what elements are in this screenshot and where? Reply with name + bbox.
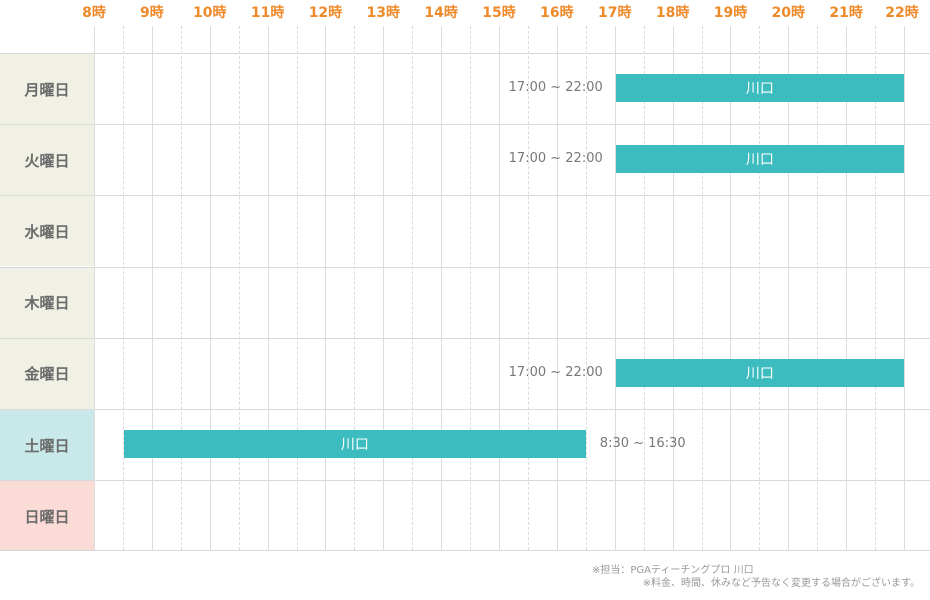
half-hour-gridline [702, 26, 703, 550]
lesson-bar[interactable]: 川口 [615, 74, 905, 102]
hour-gridline [268, 26, 269, 550]
day-row: 水曜日 [0, 195, 930, 267]
hour-gridline [615, 26, 616, 550]
half-hour-gridline [817, 26, 818, 550]
hour-gridline [152, 26, 153, 550]
half-hour-gridline [412, 26, 413, 550]
half-hour-gridline [123, 26, 124, 550]
day-row: 土曜日 [0, 409, 930, 480]
day-row: 木曜日 [0, 266, 930, 338]
day-row: 金曜日 [0, 337, 930, 409]
day-row: 月曜日 [0, 53, 930, 124]
half-hour-gridline [528, 26, 529, 550]
hour-label: 17時 [597, 5, 632, 21]
half-hour-gridline [181, 26, 182, 550]
hour-label: 11時 [250, 5, 285, 21]
hour-gridline [441, 26, 442, 550]
hour-gridline [904, 26, 905, 550]
hour-gridline [383, 26, 384, 550]
footnote: ※担当：PGAティーチングプロ 川口 [592, 565, 754, 576]
hour-label: 10時 [192, 5, 227, 21]
day-label: 火曜日 [0, 125, 94, 196]
hour-gridline [325, 26, 326, 550]
day-label: 木曜日 [0, 267, 94, 338]
hour-label: 16時 [540, 5, 574, 21]
lesson-time: 17:00 ~ 22:00 [508, 80, 603, 95]
lesson-time: 8:30 ~ 16:30 [599, 436, 686, 451]
hour-gridline [730, 26, 731, 550]
hour-label: 12時 [308, 5, 343, 21]
day-row: 日曜日 [0, 480, 930, 552]
day-label: 土曜日 [0, 410, 94, 480]
hour-gridline [846, 26, 847, 550]
hour-gridline [673, 26, 674, 550]
hour-label: 8時 [82, 5, 106, 21]
half-hour-gridline [759, 26, 760, 550]
hour-label: 18時 [655, 5, 690, 21]
hour-gridline [557, 26, 558, 550]
lesson-bar[interactable]: 川口 [615, 145, 905, 174]
hour-gridline [499, 26, 500, 550]
lesson-bar[interactable]: 川口 [123, 430, 586, 458]
lesson-bar[interactable]: 川口 [615, 358, 905, 387]
hour-label: 22時 [885, 5, 919, 21]
hour-label: 15時 [482, 5, 516, 21]
half-hour-gridline [875, 26, 876, 550]
day-label: 月曜日 [0, 54, 94, 124]
table-bottom-border [0, 550, 930, 551]
footnote: ※料金、時間、休みなど予告なく変更する場合がございます。 [642, 578, 920, 589]
hour-label: 21時 [829, 5, 863, 21]
hour-label: 19時 [713, 5, 748, 21]
hour-gridline [788, 26, 789, 550]
day-label: 日曜日 [0, 481, 94, 552]
lesson-time: 17:00 ~ 22:00 [508, 364, 603, 380]
half-hour-gridline [239, 26, 240, 550]
day-row: 火曜日 [0, 124, 930, 196]
half-hour-gridline [297, 26, 298, 550]
half-hour-gridline [644, 26, 645, 550]
day-label: 水曜日 [0, 196, 94, 267]
hour-gridline [210, 26, 211, 550]
half-hour-gridline [470, 26, 471, 550]
hour-label: 20時 [771, 5, 806, 21]
day-label: 金曜日 [0, 338, 94, 409]
hour-label: 9時 [139, 5, 164, 21]
lesson-time: 17:00 ~ 22:00 [508, 151, 603, 167]
half-hour-gridline [354, 26, 355, 550]
hour-gridline [94, 26, 95, 550]
hour-label: 14時 [424, 5, 458, 21]
half-hour-gridline [586, 26, 587, 550]
hour-label: 13時 [366, 5, 401, 21]
